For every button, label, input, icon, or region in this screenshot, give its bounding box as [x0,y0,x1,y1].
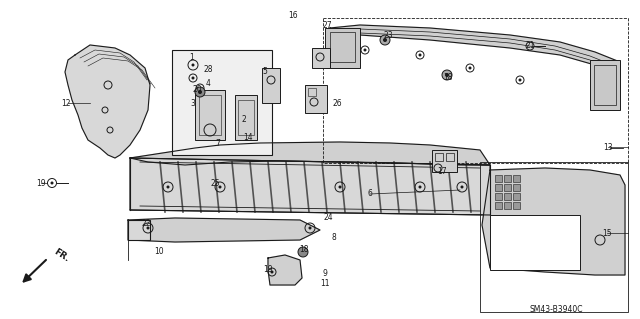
Bar [513,175,520,182]
Text: 7: 7 [216,138,220,147]
Circle shape [380,35,390,45]
Text: 26: 26 [332,100,342,108]
Circle shape [298,247,308,257]
Bar [308,88,316,96]
Bar [490,215,580,270]
Circle shape [218,186,221,189]
Text: 3: 3 [191,99,195,108]
Bar [504,175,511,182]
Bar [323,18,628,163]
Text: 1: 1 [189,54,195,63]
Circle shape [461,186,463,189]
Polygon shape [65,45,150,158]
Circle shape [383,38,387,42]
Text: 21: 21 [525,41,535,50]
Bar [305,85,327,113]
Text: FR.: FR. [52,247,71,263]
Bar [495,202,502,209]
Text: 19: 19 [263,264,273,273]
Circle shape [518,78,522,81]
Bar [504,193,511,200]
Text: 9: 9 [323,269,328,278]
Circle shape [364,48,367,51]
Text: 14: 14 [243,132,253,142]
Text: 10: 10 [154,248,164,256]
Circle shape [442,70,452,80]
Circle shape [191,77,195,79]
Circle shape [419,186,422,189]
Text: 13: 13 [603,143,613,152]
Circle shape [308,226,312,229]
Text: 12: 12 [61,99,71,108]
Polygon shape [130,142,490,165]
Bar [172,50,272,155]
Bar [495,184,502,191]
Bar [594,65,616,105]
Bar [504,184,511,191]
Bar [480,162,628,312]
Circle shape [419,54,422,56]
Text: 4: 4 [205,78,211,87]
Text: 8: 8 [332,233,337,241]
Bar [432,150,457,172]
Bar [495,193,502,200]
Bar [446,153,454,161]
Polygon shape [130,158,490,215]
Bar [330,32,355,62]
Bar [513,184,520,191]
Bar [199,95,221,135]
Bar [325,28,360,68]
Circle shape [147,226,150,229]
Bar [235,95,257,140]
Circle shape [51,182,54,184]
Text: 18: 18 [300,244,308,254]
Circle shape [271,271,273,273]
Text: 28: 28 [204,65,212,75]
Text: 6: 6 [367,189,372,198]
Circle shape [445,73,449,77]
Circle shape [191,63,195,66]
Bar [504,202,511,209]
Text: 11: 11 [320,278,330,287]
Circle shape [195,87,205,97]
Text: 23: 23 [383,32,393,41]
Text: 22: 22 [141,219,151,228]
Bar [195,90,225,140]
Text: 17: 17 [437,167,447,176]
Bar [495,175,502,182]
Text: 18: 18 [444,73,452,83]
Bar [590,60,620,110]
Bar [262,68,280,103]
Bar [513,202,520,209]
Text: 5: 5 [262,68,268,77]
Bar [435,153,443,161]
Text: 2: 2 [242,115,246,124]
Text: 24: 24 [323,213,333,222]
Polygon shape [128,218,320,242]
Text: 25: 25 [210,180,220,189]
Text: 15: 15 [602,228,612,238]
Polygon shape [330,25,620,75]
Polygon shape [130,158,490,210]
Text: 16: 16 [288,11,298,20]
Text: 19: 19 [36,179,46,188]
Circle shape [468,66,472,70]
Bar [513,193,520,200]
Bar [128,220,150,240]
Text: SM43-B3940C: SM43-B3940C [530,306,584,315]
Circle shape [339,186,342,189]
Circle shape [166,186,170,189]
Bar [312,48,330,68]
Polygon shape [482,168,625,275]
Text: 27: 27 [322,21,332,31]
Text: 20: 20 [192,85,202,93]
Polygon shape [268,255,302,285]
Circle shape [198,90,202,94]
Bar [238,100,254,135]
